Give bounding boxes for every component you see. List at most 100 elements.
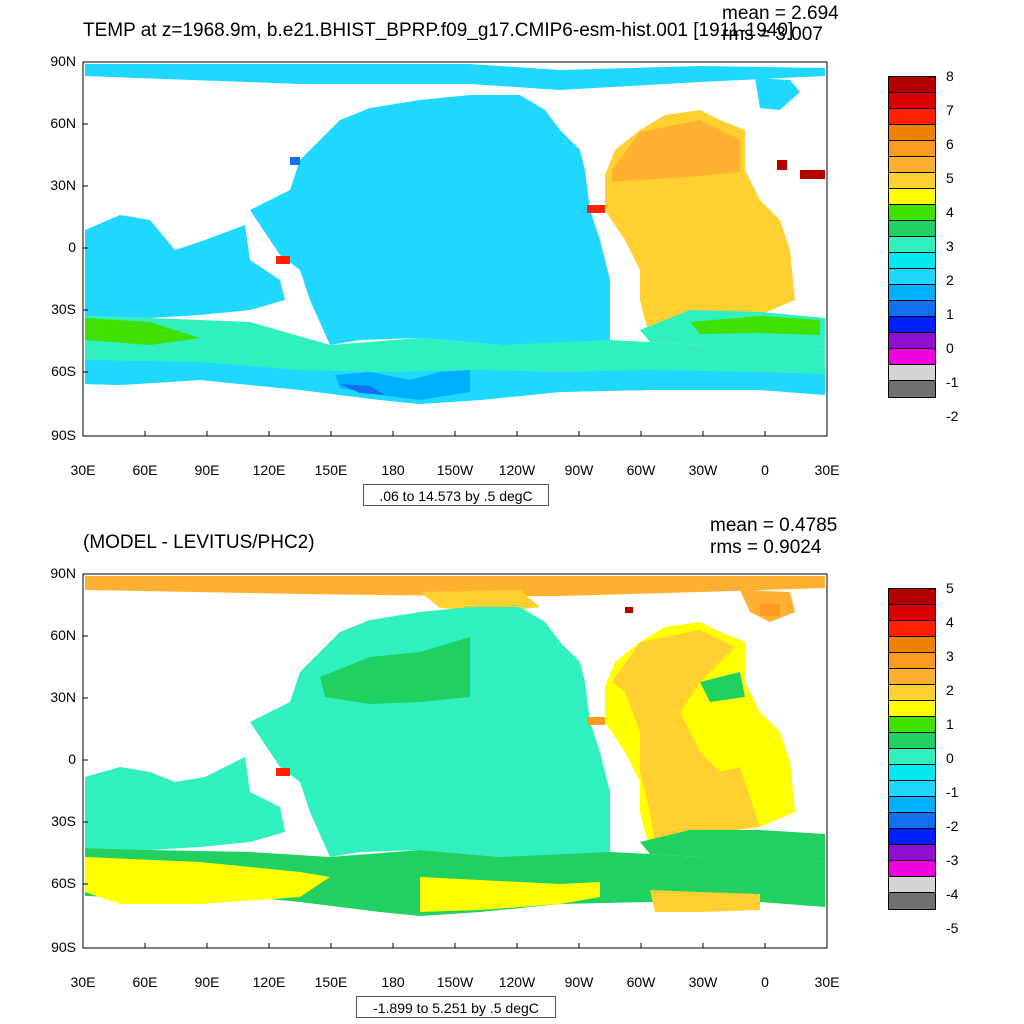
top-colorbar-tick-label: -2: [946, 408, 959, 424]
top-colorbar-swatch: [889, 365, 935, 381]
top-colorbar-swatch: [889, 205, 935, 221]
bottom-colorbar-tick-label: -3: [946, 852, 959, 868]
bottom-xlabel: 120W: [498, 974, 536, 990]
bottom-atlantic-orange: [612, 630, 760, 844]
bottom-colorbar-tick-label: 1: [946, 716, 954, 732]
top-xlabel: 150W: [436, 462, 474, 478]
top-xlabel: 60W: [626, 462, 656, 478]
top-ylabel-30s: 30S: [51, 301, 76, 317]
bottom-rms-label: rms = 0.9024: [710, 537, 822, 558]
bottom-ylabel-90s: 90S: [51, 939, 76, 955]
bottom-colorbar-swatch: [889, 797, 935, 813]
bottom-ylabel-0: 0: [68, 751, 76, 767]
bottom-colorbar-tick-label: 4: [946, 614, 954, 630]
bottom-atlantic-green: [700, 672, 745, 702]
bottom-red-patch-1: [276, 768, 290, 776]
top-colorbar-swatch: [889, 221, 935, 237]
bottom-colorbar-swatch: [889, 589, 935, 605]
top-panel-title: TEMP at z=1968.9m, b.e21.BHIST_BPRP.f09_…: [83, 20, 794, 41]
top-red-patch-3: [777, 160, 787, 170]
bottom-colorbar-swatch: [889, 605, 935, 621]
top-colorbar-swatch: [889, 93, 935, 109]
top-colorbar-swatch: [889, 301, 935, 317]
top-colorbar-swatch: [889, 141, 935, 157]
bottom-colorbar-swatch: [889, 845, 935, 861]
bottom-ylabel-30s: 30S: [51, 813, 76, 829]
bottom-map-fill: [83, 574, 827, 948]
top-colorbar-swatch: [889, 237, 935, 253]
top-mean-label: mean = 2.694: [722, 3, 839, 24]
top-colorbar: [888, 76, 936, 398]
top-colorbar-tick-label: 6: [946, 136, 954, 152]
bottom-ticks: [83, 573, 766, 949]
bottom-colorbar-tick-label: 5: [946, 580, 954, 596]
top-xlabel: 30E: [814, 462, 840, 478]
top-ylabel-30n: 30N: [50, 177, 76, 193]
bottom-arctic-ocean: [85, 576, 825, 596]
bottom-xlabel: 90E: [194, 974, 220, 990]
bottom-colorbar-tick-label: -4: [946, 886, 959, 902]
top-colorbar-swatch: [889, 189, 935, 205]
bottom-map: [82, 573, 828, 949]
top-colorbar-tick-label: 7: [946, 102, 954, 118]
top-colorbar-tick-label: 1: [946, 306, 954, 322]
top-xlabel: 90E: [194, 462, 220, 478]
bottom-indian-ocean: [85, 757, 285, 850]
top-colorbar-swatch: [889, 333, 935, 349]
bottom-xlabel: 180: [381, 974, 405, 990]
top-xlabel: 180: [381, 462, 405, 478]
top-colorbar-swatch: [889, 381, 935, 397]
bottom-xlabel: 60E: [132, 974, 158, 990]
bottom-colorbar-tick-label: -5: [946, 920, 959, 936]
top-indian-green-patch: [85, 318, 200, 345]
top-pacific-ocean: [250, 95, 610, 345]
bottom-colorbar-swatch: [889, 669, 935, 685]
top-colorbar-tick-label: 5: [946, 170, 954, 186]
top-colorbar-swatch: [889, 349, 935, 365]
top-colorbar-tick-label: 8: [946, 68, 954, 84]
top-colorbar-tick-label: 4: [946, 204, 954, 220]
bottom-north-pacific-green: [320, 637, 470, 704]
bottom-colorbar-swatch: [889, 733, 935, 749]
bottom-panel-title: (MODEL - LEVITUS/PHC2): [83, 532, 315, 553]
bottom-xlabel: 150E: [314, 974, 348, 990]
bottom-colorbar-swatch: [889, 829, 935, 845]
bottom-xlabel: 30E: [70, 974, 96, 990]
bottom-colorbar-tick-label: -1: [946, 784, 959, 800]
top-south-atlantic-green: [690, 316, 820, 335]
bottom-colorbar-swatch: [889, 781, 935, 797]
bottom-southern-yellow-west: [85, 857, 330, 904]
bottom-orange-patch: [587, 717, 605, 725]
bottom-mean-label: mean = 0.4785: [710, 515, 838, 536]
bottom-xlabel: 0: [761, 974, 769, 990]
bottom-southern-yellow-east: [420, 877, 600, 912]
bottom-colorbar-tick-label: -2: [946, 818, 959, 834]
top-red-patch-4: [800, 170, 825, 179]
top-north-atlantic-orange: [612, 120, 740, 182]
top-colorbar-swatch: [889, 317, 935, 333]
bottom-red-patch-2: [625, 607, 633, 613]
bottom-colorbar-swatch: [889, 621, 935, 637]
bottom-map-panel: (MODEL - LEVITUS/PHC2) mean = 0.4785 rms…: [0, 512, 1024, 1024]
bottom-colorbar-tick-label: 0: [946, 750, 954, 766]
bottom-xlabel: 30E: [814, 974, 840, 990]
top-xlabel: 150E: [314, 462, 348, 478]
bottom-orange-patch-2: [760, 604, 780, 616]
top-indian-ocean: [85, 215, 285, 318]
bottom-colorbar-swatch: [889, 653, 935, 669]
top-xlabel: 120E: [252, 462, 286, 478]
top-ylabel-90s: 90S: [51, 427, 76, 443]
top-colorbar-swatch: [889, 109, 935, 125]
bottom-xlabel: 60W: [626, 974, 656, 990]
top-colorbar-swatch: [889, 285, 935, 301]
top-red-patch-2: [587, 205, 605, 213]
top-xlabel: 120W: [498, 462, 536, 478]
top-arctic-ocean: [85, 64, 825, 90]
top-colorbar-tick-label: 2: [946, 272, 954, 288]
bottom-colorbar-swatch: [889, 877, 935, 893]
top-xlabel: 60E: [132, 462, 158, 478]
top-ylabel-90n: 90N: [50, 53, 76, 69]
bottom-ylabel-30n: 30N: [50, 689, 76, 705]
bottom-range-label: -1.899 to 5.251 by .5 degC: [356, 996, 556, 1018]
top-ylabel-60n: 60N: [50, 115, 76, 131]
